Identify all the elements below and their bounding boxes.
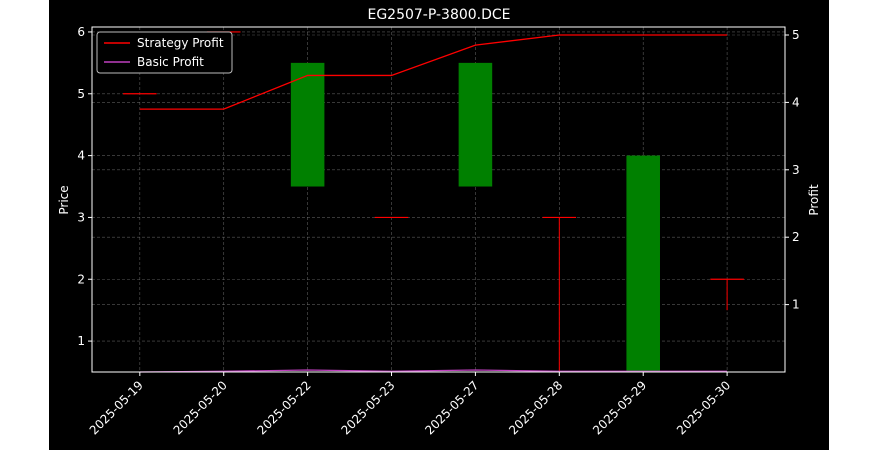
y-tick-label-left: 5 bbox=[77, 87, 85, 101]
legend: Strategy Profit Basic Profit bbox=[96, 31, 233, 74]
plot-frame bbox=[91, 26, 786, 373]
y-tick-label-left: 2 bbox=[77, 272, 85, 286]
y-tick-label-left: 3 bbox=[77, 210, 85, 224]
basic-profit-line bbox=[139, 369, 728, 373]
candle-body bbox=[626, 155, 660, 372]
y-tick-label-right: 2 bbox=[792, 230, 800, 244]
y-tick-label-right: 1 bbox=[792, 298, 800, 312]
figure-background bbox=[49, 0, 829, 450]
y-tick-label-left: 4 bbox=[77, 149, 85, 163]
y-tick-label-left: 1 bbox=[77, 334, 85, 348]
y-tick-label-left: 6 bbox=[77, 25, 85, 39]
y-tick-label-right: 4 bbox=[792, 95, 800, 109]
y-tick-label-right: 5 bbox=[792, 28, 800, 42]
y-tick-label-right: 3 bbox=[792, 163, 800, 177]
strategy-profit-line bbox=[139, 34, 728, 110]
candles bbox=[123, 31, 744, 372]
profit-lines bbox=[139, 34, 728, 373]
legend-label-strategy-profit: Strategy Profit bbox=[137, 36, 224, 50]
legend-box bbox=[96, 31, 233, 74]
candle-body bbox=[458, 62, 493, 187]
y-axis-label-right: Profit bbox=[807, 184, 821, 216]
chart-title: EG2507-P-3800.DCE bbox=[367, 7, 510, 23]
y-axis-label-left: Price bbox=[57, 185, 71, 214]
candle-body bbox=[290, 62, 325, 187]
legend-label-basic-profit: Basic Profit bbox=[137, 55, 204, 69]
